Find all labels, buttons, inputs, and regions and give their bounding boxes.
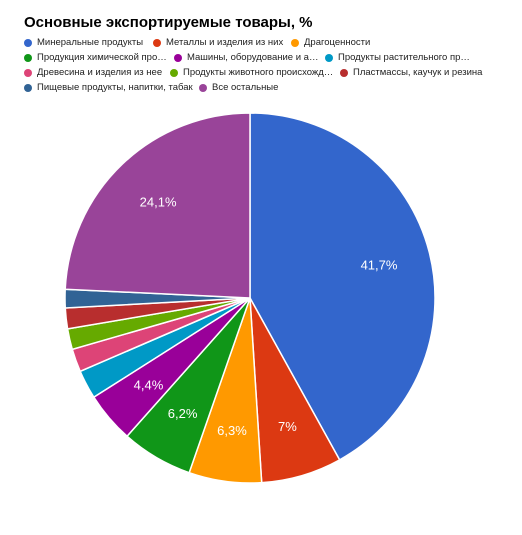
legend-swatch	[153, 38, 161, 47]
chart-legend: Минеральные продукты Металлы и изделия и…	[24, 37, 514, 97]
legend-swatch	[24, 38, 32, 47]
legend-swatch	[170, 68, 178, 77]
slice-label: 24,1%	[140, 195, 177, 210]
pie-slice[interactable]	[64, 112, 251, 299]
legend-swatch	[24, 68, 32, 77]
legend-item[interactable]: Продукты растительного пр…	[325, 52, 470, 63]
legend-item[interactable]: Металлы и изделия из них	[153, 37, 283, 48]
legend-label: Минеральные продукты	[37, 37, 144, 48]
legend-item[interactable]: Все остальные	[199, 82, 278, 93]
legend-label: Продукция химической про…	[37, 52, 167, 63]
slice-label: 7%	[278, 419, 297, 434]
legend-label: Пищевые продукты, напитки, табак	[37, 82, 193, 93]
legend-swatch	[24, 53, 32, 62]
legend-label: Пластмассы, каучук и резина	[353, 67, 483, 78]
legend-label: Машины, оборудование и а…	[187, 52, 319, 63]
legend-label: Драгоценности	[304, 37, 371, 48]
legend-item[interactable]: Драгоценности	[291, 37, 370, 48]
legend-item[interactable]: Пищевые продукты, напитки, табак	[24, 82, 193, 93]
legend-label: Металлы и изделия из них	[166, 37, 284, 48]
legend-item[interactable]: Минеральные продукты	[24, 37, 143, 48]
legend-label: Продукты животного происхожд…	[183, 67, 334, 78]
legend-item[interactable]: Продукты животного происхожд…	[170, 67, 333, 78]
legend-item[interactable]: Продукция химической про…	[24, 52, 167, 63]
legend-swatch	[325, 53, 333, 62]
slice-label: 41,7%	[361, 258, 398, 273]
legend-label: Все остальные	[212, 82, 279, 93]
legend-item[interactable]: Древесина и изделия из нее	[24, 67, 162, 78]
legend-item[interactable]: Машины, оборудование и а…	[174, 52, 318, 63]
slice-label: 4,4%	[134, 377, 164, 392]
pie-slice[interactable]	[249, 112, 436, 461]
slice-label: 6,2%	[168, 406, 198, 421]
slice-label: 6,3%	[217, 423, 247, 438]
legend-swatch	[291, 38, 299, 47]
legend-swatch	[24, 83, 32, 92]
legend-label: Продукты растительного пр…	[338, 52, 470, 63]
legend-swatch	[199, 83, 207, 92]
legend-item[interactable]: Пластмассы, каучук и резина	[340, 67, 482, 78]
legend-swatch	[340, 68, 348, 77]
legend-swatch	[174, 53, 182, 62]
legend-label: Древесина и изделия из нее	[37, 67, 163, 78]
chart-title: Основные экспортируемые товары, %	[24, 14, 313, 31]
